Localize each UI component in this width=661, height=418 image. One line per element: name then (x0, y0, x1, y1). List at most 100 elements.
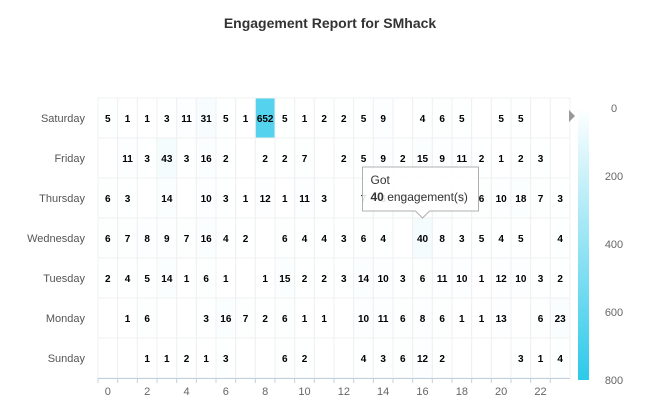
cell-value-label: 1 (223, 274, 229, 285)
cell-value-label: 5 (498, 114, 504, 125)
cell-value-label: 2 (243, 234, 249, 245)
heatmap-cell[interactable] (117, 337, 138, 379)
cell-value-label: 2 (105, 274, 111, 285)
cell-value-label: 1 (125, 114, 131, 125)
cell-value-label: 2 (341, 154, 347, 165)
cell-value-label: 6 (361, 234, 367, 245)
heatmap-cells (97, 97, 571, 379)
cell-value-label: 43 (161, 154, 173, 165)
heatmap-cell[interactable] (176, 177, 197, 219)
cell-value-label: 3 (380, 354, 386, 365)
cell-value-label: 7 (184, 234, 190, 245)
cell-value-label: 6 (400, 354, 406, 365)
tooltip-line1: Got (371, 173, 391, 187)
heatmap-cell[interactable] (471, 337, 492, 379)
heatmap-cell[interactable] (471, 97, 492, 139)
cell-value-label: 6 (203, 274, 209, 285)
heatmap-cell[interactable] (156, 297, 178, 339)
cell-value-label: 1 (302, 314, 308, 325)
cell-value-label: 6 (282, 314, 288, 325)
cell-value-label: 4 (223, 234, 229, 245)
heatmap-cell[interactable] (333, 297, 355, 339)
cell-value-label: 6 (282, 354, 288, 365)
cell-value-label: 2 (262, 154, 268, 165)
heatmap-cell[interactable] (313, 337, 335, 379)
cell-value-label: 4 (302, 234, 308, 245)
cell-value-label: 6 (144, 314, 150, 325)
heatmap-cell[interactable] (549, 137, 571, 179)
y-axis-label: Thursday (39, 193, 85, 205)
heatmap-cell[interactable] (451, 337, 473, 379)
cell-value-label: 5 (144, 274, 150, 285)
cell-value-label: 5 (518, 234, 524, 245)
cell-value-label: 3 (203, 314, 209, 325)
cell-value-label: 2 (302, 274, 308, 285)
cell-value-label: 10 (358, 314, 370, 325)
cell-value-label: 2 (282, 154, 288, 165)
cell-value-label: 3 (557, 194, 563, 205)
cell-value-label: 16 (220, 314, 232, 325)
y-axis-label: Sunday (48, 353, 86, 365)
x-axis-tick-label: 12 (338, 386, 350, 398)
cell-value-label: 6 (538, 314, 544, 325)
heatmap-cell[interactable] (392, 217, 414, 259)
cell-value-label: 7 (302, 154, 308, 165)
cell-value-label: 1 (203, 354, 209, 365)
cell-value-label: 7 (538, 194, 544, 205)
heatmap-cell[interactable] (235, 137, 256, 179)
cell-value-label: 3 (459, 234, 465, 245)
cell-value-label: 2 (479, 154, 485, 165)
color-axis-bar (578, 108, 589, 380)
heatmap-cell[interactable] (530, 217, 551, 259)
tooltip: Got 40 engagement(s) (362, 166, 479, 219)
cell-value-label: 4 (498, 234, 504, 245)
cell-value-label: 3 (341, 234, 347, 245)
cell-value-label: 2 (439, 354, 445, 365)
heatmap-cell[interactable] (176, 297, 197, 339)
cell-value-label: 16 (201, 154, 213, 165)
color-axis-label: 800 (605, 375, 623, 387)
cell-value-label: 4 (557, 234, 563, 245)
heatmap-cell[interactable] (313, 137, 335, 179)
heatmap-cell[interactable] (254, 337, 276, 379)
heatmap-cell[interactable] (235, 257, 256, 299)
cell-value-label: 5 (479, 234, 485, 245)
y-axis-labels: Saturday Friday Thursday Wednesday Tuesday Mo… (27, 113, 85, 365)
cell-value-label: 4 (380, 234, 386, 245)
tooltip-line2: 40 engagement(s) (371, 190, 468, 204)
cell-value-label: 5 (459, 114, 465, 125)
x-axis-tick-label: 2 (144, 386, 150, 398)
color-axis-label: 400 (605, 239, 623, 251)
heatmap-cell[interactable] (392, 97, 414, 139)
color-axis-label: 0 (611, 103, 617, 115)
cell-value-label: 12 (260, 194, 272, 205)
heatmap-cell[interactable] (333, 337, 355, 379)
heatmap-cell[interactable] (97, 137, 119, 179)
cell-value-label: 10 (456, 274, 468, 285)
cell-value-label: 1 (321, 314, 327, 325)
cell-value-label: 14 (358, 274, 370, 285)
heatmap-cell[interactable] (136, 177, 158, 219)
x-axis: 0 2 4 6 8 10 12 14 16 18 20 22 (97, 378, 570, 398)
tooltip-box (362, 166, 479, 219)
cell-value-label: 15 (417, 154, 429, 165)
heatmap-cell[interactable] (235, 337, 256, 379)
cell-value-label: 5 (518, 114, 524, 125)
cell-value-label: 1 (144, 354, 150, 365)
cell-value-label: 652 (257, 114, 274, 125)
color-axis-label: 600 (605, 307, 623, 319)
cell-value-label: 9 (380, 114, 386, 125)
heatmap-cell[interactable] (530, 97, 551, 139)
heatmap-cell[interactable] (333, 177, 355, 219)
heatmap-cell[interactable] (549, 97, 571, 139)
heatmap-cell[interactable] (490, 337, 512, 379)
cell-value-label: 2 (223, 154, 229, 165)
heatmap-cell[interactable] (97, 337, 119, 379)
cell-value-label: 16 (201, 234, 213, 245)
x-axis-tick-label: 20 (495, 386, 507, 398)
y-axis-label: Tuesday (43, 273, 85, 285)
cell-value-label: 6 (479, 194, 485, 205)
heatmap-cell[interactable] (510, 297, 532, 339)
heatmap-cell[interactable] (254, 217, 276, 259)
heatmap-cell[interactable] (97, 297, 119, 339)
